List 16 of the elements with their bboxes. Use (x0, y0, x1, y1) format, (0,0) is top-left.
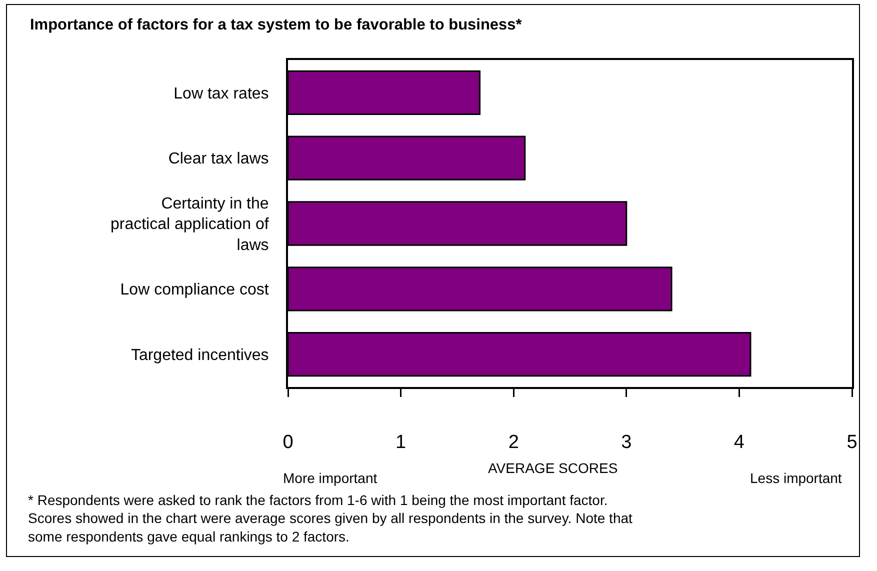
x-tick-label: 4 (734, 432, 745, 453)
x-tick-label: 1 (396, 432, 406, 453)
x-axis-title: AVERAGE SCORES (488, 460, 618, 476)
y-tick-label: Low compliance cost (120, 282, 270, 298)
x-tick-label: 3 (621, 432, 632, 453)
text: More important (283, 470, 378, 486)
x-tick-label: 5 (846, 432, 858, 453)
y-tick-label: Low tax rates (174, 85, 269, 102)
text: Less important (750, 470, 842, 486)
text: * Respondents were asked to rank the factors from 1-6 with 1 being the most important factor. Scores showed in the chart were average scores given by all respondents in the survey. Note that some respondents gave equal rankings to 2 factors. (28, 492, 633, 544)
y-tick-label: Clear tax laws (168, 150, 269, 168)
y-tick-label: Targeted incentives (130, 346, 269, 364)
x-tick-label: 2 (508, 432, 519, 453)
y-tick-label: Certainty in the practical application of laws (110, 195, 270, 254)
x-tick-label: 0 (282, 432, 294, 453)
chart-title: Importance of factors for a tax system to be favorable to business* (30, 16, 523, 34)
